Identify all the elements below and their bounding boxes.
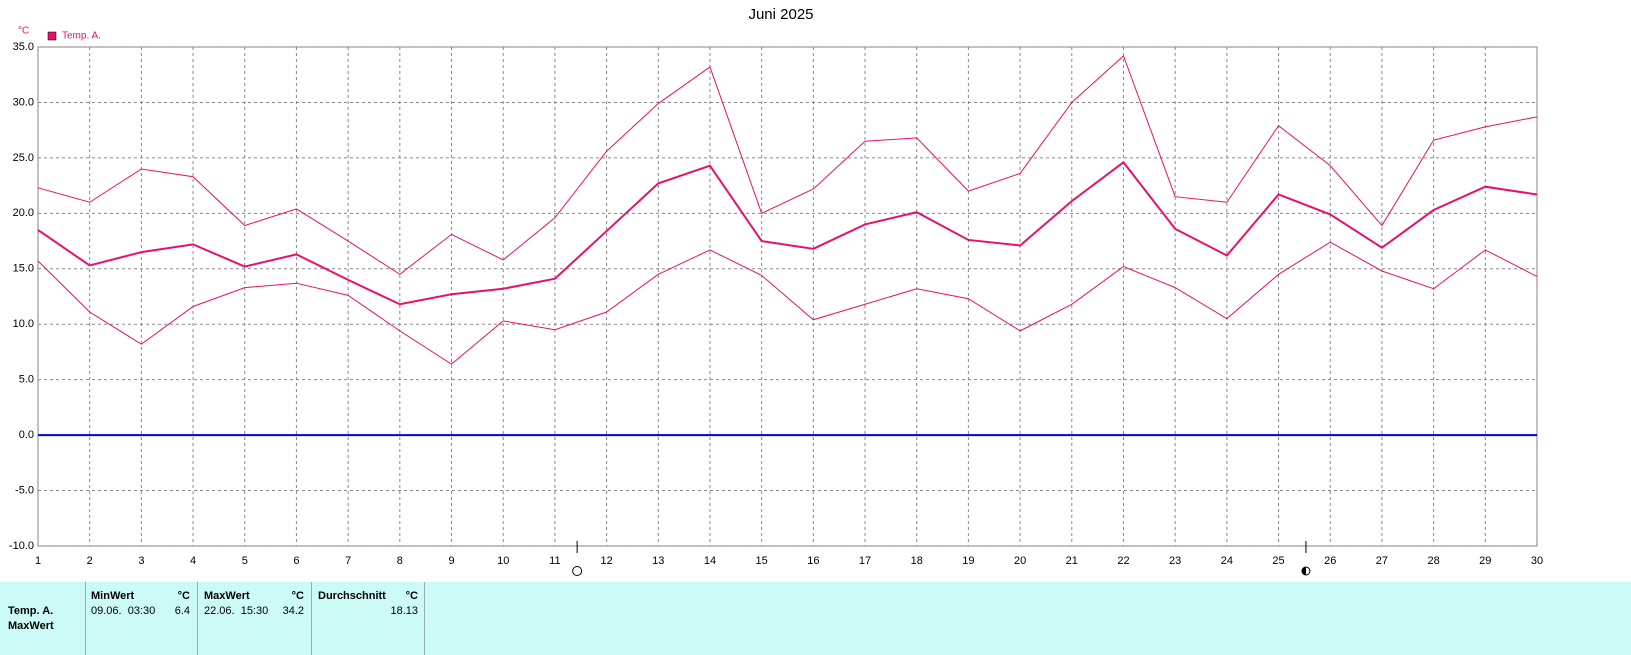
legend-swatch xyxy=(47,31,57,41)
row-label: Temp. A. xyxy=(8,605,54,617)
x-tick-label: 21 xyxy=(1066,555,1078,567)
x-tick-label: 4 xyxy=(190,555,196,567)
legend-label: Temp. A. xyxy=(62,31,101,42)
y-tick-label: -5.0 xyxy=(15,484,34,496)
x-tick-label: 10 xyxy=(497,555,509,567)
cell: 6.4 xyxy=(174,605,190,617)
x-tick-label: 16 xyxy=(807,555,819,567)
x-tick-label: 7 xyxy=(345,555,351,567)
x-tick-label: 17 xyxy=(859,555,871,567)
cell: 09.06. 03:30 xyxy=(91,605,156,617)
x-tick-label: 8 xyxy=(397,555,403,567)
header-cell: °C xyxy=(291,590,304,602)
x-tick-label: 1 xyxy=(35,555,41,567)
stats-table: MinWert °C MaxWert °C Durchschnitt °C Temp. A.… xyxy=(0,582,1631,655)
x-tick-label: 25 xyxy=(1272,555,1284,567)
x-tick-label: 27 xyxy=(1376,555,1388,567)
x-tick-label: 28 xyxy=(1427,555,1439,567)
series-line xyxy=(37,241,1538,365)
y-tick-label: 35.0 xyxy=(13,41,34,53)
x-tick-label: 26 xyxy=(1324,555,1336,567)
full-moon xyxy=(572,566,583,576)
header-cell: MaxWert xyxy=(204,590,250,602)
x-tick-label: 19 xyxy=(962,555,974,567)
y-tick-label: 15.0 xyxy=(13,263,34,275)
cell: 34.2 xyxy=(282,605,304,617)
x-tick-label: 5 xyxy=(242,555,248,567)
separator xyxy=(424,582,425,655)
chart: Juni 2025 °C -10.0 -5.0 0.0 5.0 10.0 15.0 20.0… xyxy=(9,6,1543,576)
x-tick-label: 3 xyxy=(138,555,144,567)
x-tick-label: 30 xyxy=(1531,555,1543,567)
y-tick-label: -10.0 xyxy=(9,540,34,552)
y-unit: °C xyxy=(18,26,29,37)
y-tick-label: 10.0 xyxy=(13,318,34,330)
x-tick-label: 6 xyxy=(293,555,299,567)
y-tick-label: 30.0 xyxy=(13,96,34,108)
x-tick-label: 22 xyxy=(1117,555,1129,567)
x-tick-label: 15 xyxy=(756,555,768,567)
x-tick-label: 20 xyxy=(1014,555,1026,567)
cell: 22.06. 15:30 xyxy=(204,605,269,617)
series-line xyxy=(37,160,1538,306)
header-cell: Durchschnitt xyxy=(318,590,386,602)
x-tick-label: 11 xyxy=(549,555,560,567)
separator xyxy=(311,582,312,655)
x-tick-label: 23 xyxy=(1169,555,1181,567)
separator xyxy=(197,582,198,655)
row-label: MaxWert xyxy=(8,620,54,632)
x-tick-label: 13 xyxy=(652,555,664,567)
x-tick-label: 2 xyxy=(87,555,93,567)
cell: 18.13 xyxy=(390,605,418,617)
separator xyxy=(85,582,86,655)
y-tick-label: 20.0 xyxy=(13,207,34,219)
x-tick-label: 18 xyxy=(911,555,923,567)
y-tick-label: 25.0 xyxy=(13,152,34,164)
header-cell: °C xyxy=(405,590,418,602)
y-tick-label: 0.0 xyxy=(19,429,34,441)
y-tick-label: 5.0 xyxy=(19,374,34,386)
x-tick-label: 9 xyxy=(448,555,454,567)
new-moon-shade xyxy=(1301,567,1306,575)
x-tick-label: 24 xyxy=(1221,555,1233,567)
x-tick-label: 12 xyxy=(600,555,612,567)
x-tick-label: 14 xyxy=(704,555,716,567)
x-tick-label: 29 xyxy=(1479,555,1491,567)
header-cell: MinWert xyxy=(91,590,135,602)
chart-title: Juni 2025 xyxy=(748,6,813,23)
series-line xyxy=(37,55,1538,275)
header-cell: °C xyxy=(177,590,190,602)
plot-area xyxy=(37,46,1538,547)
